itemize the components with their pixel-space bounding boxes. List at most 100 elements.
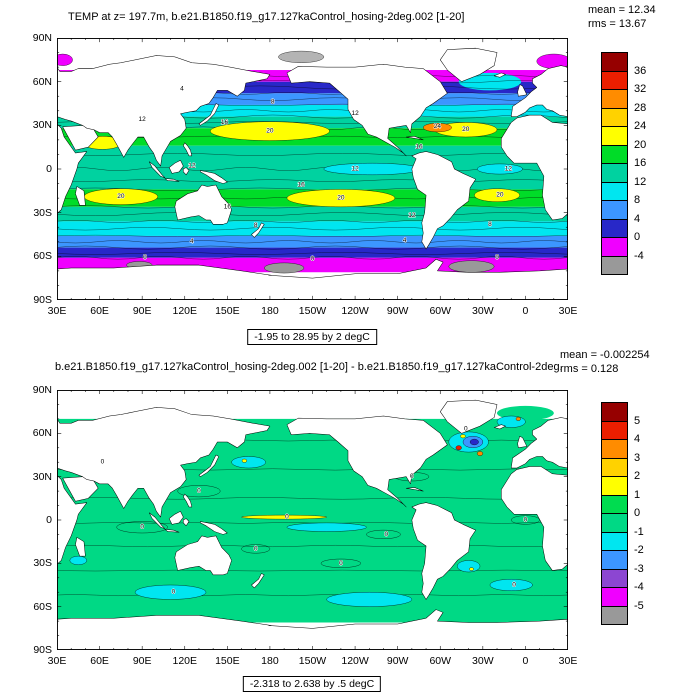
contour-label: 24 xyxy=(434,123,442,130)
lon-tick-label: 30E xyxy=(47,655,67,667)
lon-tick-label: 120W xyxy=(341,305,369,317)
lon-tick-label: 30E xyxy=(47,305,67,317)
contour-label: 4 xyxy=(180,85,184,92)
lon-tick-label: 120E xyxy=(172,305,198,317)
lon-tick-label: 60W xyxy=(429,305,452,317)
lon-tick-label: 30W xyxy=(472,655,494,667)
lon-tick-label: 90E xyxy=(132,305,152,317)
contour-label: 16 xyxy=(221,119,229,126)
contour-label: 20 xyxy=(266,128,274,135)
colorbar-label: -4 xyxy=(634,581,644,593)
lon-tick-label: 30W xyxy=(472,305,494,317)
colorbar-box xyxy=(601,568,628,588)
lon-tick-label: 60E xyxy=(90,305,109,317)
lat-tick-label: 0 xyxy=(46,163,52,175)
colorbar xyxy=(601,52,628,275)
lat-tick-label: 90S xyxy=(33,294,52,306)
colorbar-box xyxy=(601,52,628,72)
contour-line xyxy=(57,234,568,237)
lat-tick-label: 90S xyxy=(33,644,52,656)
lat-tick-label: 60S xyxy=(33,250,52,263)
lon-tick-label: 90W xyxy=(386,655,409,667)
colorbar-label: -3 xyxy=(634,562,644,575)
colorbar-box xyxy=(601,181,628,201)
colorbar-label: 2 xyxy=(634,470,641,482)
colorbar-box xyxy=(601,531,628,551)
contour-label: 4 xyxy=(403,237,407,244)
anomaly-blobs xyxy=(69,415,540,607)
contour-label: 0 xyxy=(339,560,343,567)
feature-blobs xyxy=(57,50,568,274)
lon-tick-label: 150E xyxy=(215,655,240,667)
contour-label: 8 xyxy=(271,98,275,105)
lon-tick-label: 90W xyxy=(386,305,409,317)
contour-label: 0 xyxy=(285,514,289,521)
contour-line xyxy=(57,179,568,182)
colorbar-box xyxy=(601,237,628,257)
lat-tick-label: 60N xyxy=(32,427,52,440)
colorbar-label: 28 xyxy=(634,101,647,114)
colorbar-box xyxy=(601,107,628,127)
contour-label: 12 xyxy=(408,212,416,219)
contour-label: 0 xyxy=(143,254,147,261)
contour-label: 4 xyxy=(190,238,194,245)
contour-line xyxy=(57,545,568,547)
bottom-map-plot: 0 0 0 0 0 0 0 0 0 0 0 0 xyxy=(57,390,568,650)
top-mean-value: mean = 12.34 xyxy=(588,4,656,16)
contour-label: 12 xyxy=(351,110,359,117)
colorbar-box xyxy=(601,494,628,514)
contour-label: 16 xyxy=(224,203,232,210)
bottom-contour-range: -2.318 to 2.638 by .5 degC xyxy=(242,676,382,692)
lon-tick-label: 0 xyxy=(522,305,529,317)
contour-label: 0 xyxy=(197,488,201,495)
lon-tick-label: 180 xyxy=(261,655,279,667)
lon-tick-label: 120W xyxy=(341,655,369,667)
colorbar-box xyxy=(601,163,628,183)
contour-line xyxy=(57,256,568,260)
lon-tick-label: 180 xyxy=(261,305,279,317)
colorbar-box xyxy=(601,513,628,533)
contour-label: 0 xyxy=(384,531,388,538)
lon-tick-label: 150W xyxy=(298,305,327,317)
colorbar-box xyxy=(601,144,628,164)
contour-label: 0 xyxy=(495,254,499,261)
contour-label: 20 xyxy=(337,195,345,202)
lat-tick-label: 90N xyxy=(32,384,52,396)
lat-tick-label: 30S xyxy=(33,557,52,570)
contour-label: 0 xyxy=(524,516,528,523)
contour-line xyxy=(57,569,568,572)
top-map-plot: 4 8 12 12 16 20 24 20 16 12 12 12 16 20 20 20 16 12 8 8 4 4 0 0… xyxy=(57,38,568,300)
lon-tick-label: 30E xyxy=(558,305,578,317)
lat-tick-label: 30N xyxy=(32,470,52,483)
contour-labels: 0 0 0 0 0 0 0 0 0 0 0 0 xyxy=(100,425,528,596)
contour-label: 12 xyxy=(188,162,196,169)
colorbar-label: 8 xyxy=(634,194,641,206)
colorbar-box xyxy=(601,89,628,109)
lon-tick-label: 150W xyxy=(298,655,327,667)
plot-frame xyxy=(57,38,568,300)
colorbar-box xyxy=(601,550,628,570)
colorbar-box xyxy=(601,420,628,440)
colorbar-label: -5 xyxy=(634,599,644,612)
lat-tick-label: 60N xyxy=(32,75,52,88)
colorbar-box xyxy=(601,605,628,625)
colorbar-label: 16 xyxy=(634,157,647,169)
contour-label: 12 xyxy=(505,165,513,172)
top-map-svg: 4 8 12 12 16 20 24 20 16 12 12 12 16 20 20 20 16 12 8 8 4 4 0 0… xyxy=(57,38,568,300)
lat-tick-label: 30S xyxy=(33,206,52,219)
contour-labels: 4 8 12 12 16 20 24 20 16 12 12 12 16 20 20 20 16 12 8 8 4 4 0 0… xyxy=(117,85,513,263)
plot-frame xyxy=(57,390,568,650)
lon-tick-label: 150E xyxy=(215,305,240,317)
colorbar-label: 0 xyxy=(634,507,641,519)
lon-tick-label: 0 xyxy=(522,655,529,667)
lat-tick-label: 60S xyxy=(33,600,52,613)
contour-label: 0 xyxy=(410,473,414,480)
contour-label: 0 xyxy=(254,545,258,552)
lon-tick-label: 120E xyxy=(172,655,198,667)
bottom-rms-value: rms = 0.128 xyxy=(560,363,619,375)
colorbar xyxy=(601,402,628,625)
contour-line xyxy=(57,227,568,231)
contour-label: 20 xyxy=(462,126,470,133)
contour-line xyxy=(57,252,568,255)
bottom-mean-value: mean = -0.002254 xyxy=(560,349,650,361)
